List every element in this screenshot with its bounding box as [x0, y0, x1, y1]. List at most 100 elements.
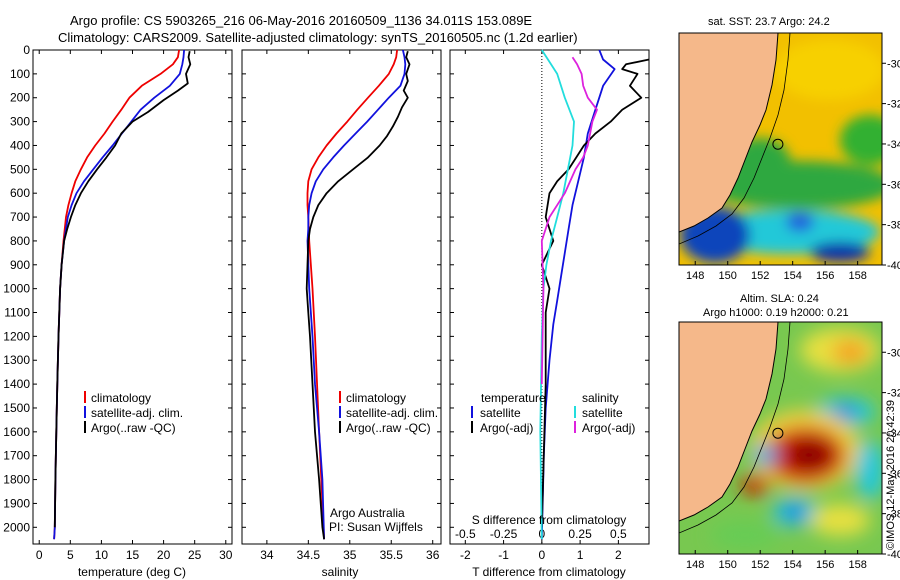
- sst-coast-line: [679, 33, 779, 233]
- map-y-tick-label: -34: [887, 428, 900, 440]
- x-tick-label: 35: [343, 548, 357, 562]
- sla-darkred-core: [788, 440, 832, 470]
- sla-shelf-contour: [679, 322, 791, 534]
- y-tick-label: 1400: [3, 377, 30, 391]
- x-tick-label: 30: [219, 548, 233, 562]
- x2-tick-label: 0.5: [610, 527, 627, 541]
- map-x-tick-label: 148: [686, 559, 704, 571]
- legend-label-argo: Argo(..raw -QC): [91, 421, 176, 435]
- map-x-tick-label: 158: [848, 559, 866, 571]
- map-x-tick-label: 156: [816, 559, 834, 571]
- y-tick-label: 400: [10, 138, 30, 152]
- salinity-plot: 34 34.5 35 35.5 36: [242, 49, 441, 562]
- sst-map: [679, 33, 882, 265]
- series-line-climatology: [53, 49, 180, 540]
- legend-label-climatology: climatology: [91, 391, 151, 405]
- legend-label-climatology: climatology: [346, 391, 406, 405]
- sst-map-title: sat. SST: 23.7 Argo: 24.2: [708, 16, 830, 28]
- y-tick-label: 500: [10, 162, 30, 176]
- temperature-x-axis-label: temperature (deg C): [78, 565, 186, 579]
- y-tick-label: 100: [10, 67, 30, 81]
- sla-coast-line: [679, 322, 779, 522]
- map-x-tick-label: 158: [848, 270, 866, 282]
- y-tick-label: 600: [10, 186, 30, 200]
- series-line-satellite-adj-clim: [306, 49, 407, 540]
- y-tick-label: 1900: [3, 496, 30, 510]
- x-tick-label: 0: [539, 548, 546, 562]
- salinity-legend: climatology satellite-adj. clim. Argo(..…: [339, 391, 438, 435]
- map-x-tick-label: 150: [719, 559, 737, 571]
- x-tick-label: -1: [498, 548, 509, 562]
- salinity-plot-frame: [241, 49, 442, 545]
- difference-plot: -2 -1 0 1 2-0.5 -0.25 0 0.25 0.5: [450, 49, 650, 562]
- sla-map-frame: [678, 321, 883, 555]
- map-y-tick-label: -38: [887, 509, 900, 521]
- sla-land: [679, 322, 778, 521]
- temperature-legend: climatology satellite-adj. clim. Argo(..…: [84, 391, 183, 435]
- sst-blue-eddy: [786, 212, 814, 232]
- y-tick-label: 1000: [3, 282, 30, 296]
- y-tick-label: 0: [23, 43, 30, 57]
- legend-label-satellite: satellite-adj. clim.: [91, 406, 183, 420]
- legend-header-temperature: temperature: [481, 391, 546, 405]
- sla-cyan-west: [753, 445, 777, 465]
- sla-map-axes: 148 150 152 154 156 158 -30 -32 -34 -36 -38 -40: [686, 347, 900, 571]
- x-tick-label: 34: [260, 548, 274, 562]
- sst-warm-patch: [775, 40, 882, 100]
- y-tick-label: 2000: [3, 520, 30, 534]
- map-y-tick-label: -34: [887, 139, 900, 151]
- map-x-tick-label: 148: [686, 270, 704, 282]
- y-tick-label: 1700: [3, 449, 30, 463]
- sla-blue-south-core: [787, 506, 803, 518]
- series-line-temperature-argo-adj: [540, 58, 650, 528]
- sla-red-west: [740, 475, 770, 495]
- x-tick-label: 2: [615, 548, 622, 562]
- sla-argo-marker: [772, 427, 784, 439]
- map-y-tick-label: -38: [887, 220, 900, 232]
- x2-tick-label: -0.5: [455, 527, 476, 541]
- legend-header-salinity: salinity: [582, 391, 619, 405]
- series-line-salinity-argo-adj: [540, 56, 598, 385]
- sla-green-coast: [710, 521, 780, 549]
- map-x-tick-label: 154: [784, 559, 802, 571]
- y-tick-label: 300: [10, 115, 30, 129]
- map-y-tick-label: -32: [887, 99, 900, 111]
- sla-map-subtitle: Argo h1000: 0.19 h2000: 0.21: [703, 307, 849, 319]
- y-tick-label: 1200: [3, 329, 30, 343]
- sla-map-title: Altim. SLA: 0.24: [740, 293, 819, 305]
- legend-label-s-argo: Argo(-adj): [582, 421, 635, 435]
- series-line-temperature-satellite: [540, 49, 616, 540]
- sla-cyan-east: [856, 440, 882, 500]
- timestamp-label: ©IMOS 12-May-2016 20:42:39: [885, 400, 897, 550]
- series-line-satellite-adj-clim: [53, 49, 185, 540]
- y-tick-label: 200: [10, 91, 30, 105]
- map-x-tick-label: 152: [751, 270, 769, 282]
- y-tick-label: 1100: [4, 306, 30, 320]
- sst-map-frame: [678, 32, 883, 266]
- x-tick-label: 25: [188, 548, 202, 562]
- x-tick-label: 15: [126, 548, 140, 562]
- sst-green-eddy: [840, 115, 882, 165]
- y-tick-label: 1600: [3, 425, 30, 439]
- map-x-tick-label: 156: [816, 270, 834, 282]
- x2-tick-label: -0.25: [490, 527, 518, 541]
- x-tick-label: 10: [95, 548, 109, 562]
- x2-tick-label: 0.25: [568, 527, 592, 541]
- x-tick-label: 35.5: [380, 548, 404, 562]
- x-tick-label: -2: [460, 548, 471, 562]
- series-line-argo-raw-qc: [305, 50, 411, 540]
- y-tick-label: 800: [10, 234, 30, 248]
- series-line-climatology: [306, 49, 398, 540]
- sst-land: [679, 33, 778, 232]
- difference-legend: temperature salinity satellite Argo(-adj…: [471, 391, 635, 435]
- sst-argo-marker: [772, 138, 784, 150]
- y-tick-label: 1300: [3, 353, 30, 367]
- map-x-tick-label: 150: [719, 270, 737, 282]
- legend-label-argo: Argo(..raw -QC): [346, 421, 431, 435]
- map-y-tick-label: -36: [887, 179, 900, 191]
- legend-label-t-argo: Argo(-adj): [480, 421, 533, 435]
- sla-blue-mid: [833, 406, 857, 418]
- legend-label-s-satellite: satellite: [582, 406, 623, 420]
- y-tick-label: 700: [10, 210, 30, 224]
- legend-label-t-satellite: satellite: [480, 406, 521, 420]
